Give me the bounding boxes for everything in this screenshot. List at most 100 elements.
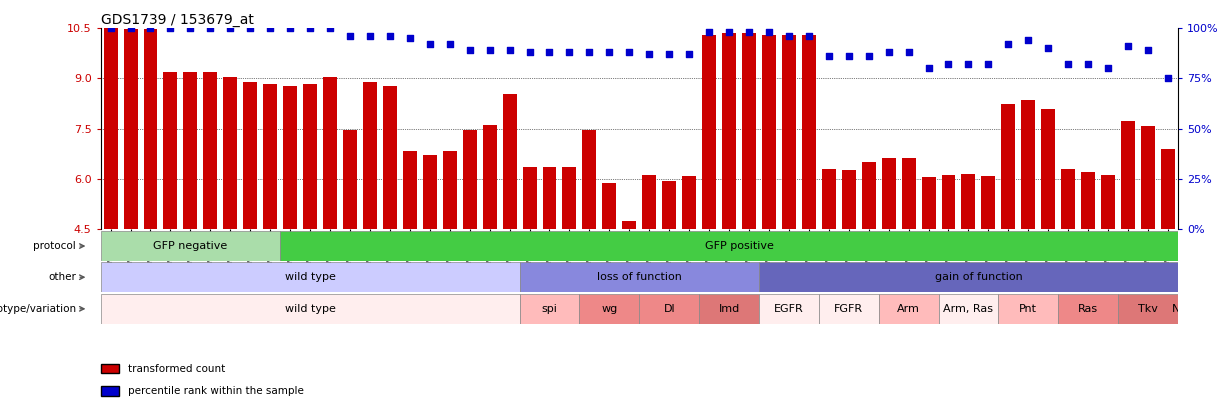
- Point: [1079, 61, 1098, 68]
- Bar: [1101, 175, 1115, 229]
- Point: [1118, 43, 1137, 50]
- Point: [520, 49, 540, 55]
- Text: genotype/variation: genotype/variation: [0, 304, 76, 314]
- Bar: [280, 231, 1198, 261]
- Bar: [1121, 121, 1135, 229]
- Point: [301, 25, 320, 32]
- Bar: [283, 86, 297, 229]
- Bar: [519, 294, 579, 324]
- Point: [499, 47, 519, 53]
- Bar: [639, 294, 699, 324]
- Bar: [941, 175, 956, 229]
- Bar: [344, 130, 357, 229]
- Bar: [602, 183, 616, 229]
- Bar: [562, 167, 577, 229]
- Bar: [101, 262, 519, 292]
- Bar: [782, 35, 796, 229]
- Bar: [818, 294, 879, 324]
- Point: [141, 25, 161, 32]
- Point: [620, 49, 639, 55]
- Point: [699, 29, 719, 36]
- Point: [1098, 65, 1118, 72]
- Point: [739, 29, 758, 36]
- Point: [839, 53, 859, 60]
- Bar: [101, 231, 280, 261]
- Point: [680, 51, 699, 58]
- Bar: [760, 262, 1198, 292]
- Bar: [822, 168, 836, 229]
- Bar: [163, 72, 178, 229]
- Bar: [939, 294, 999, 324]
- Text: gain of function: gain of function: [935, 272, 1022, 282]
- Point: [939, 61, 958, 68]
- Bar: [1081, 172, 1096, 229]
- Point: [101, 25, 120, 32]
- Point: [480, 47, 499, 53]
- Text: EGFR: EGFR: [774, 304, 804, 314]
- Point: [120, 25, 140, 32]
- Bar: [721, 33, 736, 229]
- Bar: [503, 94, 517, 229]
- Text: wg: wg: [601, 304, 617, 314]
- Bar: [879, 294, 939, 324]
- Bar: [323, 77, 337, 229]
- Point: [420, 41, 439, 48]
- Text: Tkv: Tkv: [1139, 304, 1158, 314]
- Bar: [622, 221, 637, 229]
- Point: [460, 47, 480, 53]
- Point: [340, 33, 360, 40]
- Bar: [1021, 100, 1036, 229]
- Bar: [101, 294, 519, 324]
- Text: Dl: Dl: [664, 304, 675, 314]
- Point: [280, 25, 299, 32]
- Bar: [402, 151, 417, 229]
- Text: FGFR: FGFR: [834, 304, 864, 314]
- Bar: [642, 175, 656, 229]
- Bar: [523, 167, 536, 229]
- Point: [1139, 47, 1158, 53]
- Bar: [482, 125, 497, 229]
- Point: [260, 25, 280, 32]
- Bar: [183, 72, 198, 229]
- Bar: [682, 176, 696, 229]
- Bar: [902, 158, 915, 229]
- Text: percentile rank within the sample: percentile rank within the sample: [128, 386, 303, 396]
- Text: spi: spi: [541, 304, 557, 314]
- Bar: [1118, 294, 1178, 324]
- Bar: [583, 130, 596, 229]
- Bar: [982, 176, 995, 229]
- Text: transformed count: transformed count: [128, 364, 225, 373]
- Text: GDS1739 / 153679_at: GDS1739 / 153679_at: [101, 13, 254, 27]
- Point: [1038, 45, 1058, 52]
- Point: [779, 33, 799, 40]
- Bar: [1161, 149, 1175, 229]
- Bar: [579, 294, 639, 324]
- Bar: [1141, 126, 1155, 229]
- Point: [200, 25, 220, 32]
- Bar: [542, 167, 557, 229]
- Point: [400, 35, 420, 42]
- Point: [579, 49, 599, 55]
- Text: Ras: Ras: [1079, 304, 1098, 314]
- Text: protocol: protocol: [33, 241, 76, 251]
- Bar: [1061, 168, 1075, 229]
- Bar: [443, 151, 456, 229]
- Bar: [463, 130, 476, 229]
- Bar: [264, 84, 277, 229]
- Bar: [921, 177, 935, 229]
- Point: [221, 25, 240, 32]
- Text: wild type: wild type: [285, 304, 335, 314]
- Bar: [1058, 294, 1118, 324]
- Point: [719, 29, 739, 36]
- Point: [360, 33, 379, 40]
- Point: [898, 49, 918, 55]
- Bar: [223, 77, 237, 229]
- Text: Imd: Imd: [719, 304, 740, 314]
- Bar: [663, 181, 676, 229]
- Point: [180, 25, 200, 32]
- Point: [540, 49, 560, 55]
- Bar: [802, 35, 816, 229]
- Point: [320, 25, 340, 32]
- Point: [958, 61, 978, 68]
- Point: [979, 61, 999, 68]
